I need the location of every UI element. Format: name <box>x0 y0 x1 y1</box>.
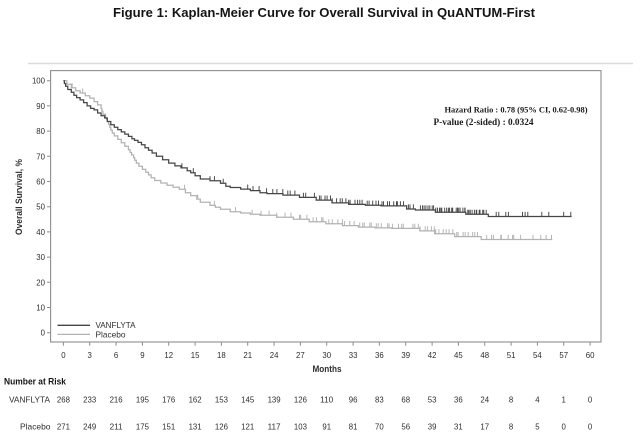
svg-text:249: 249 <box>83 422 96 432</box>
svg-text:VANFLYTA: VANFLYTA <box>96 321 137 330</box>
svg-text:151: 151 <box>162 422 175 432</box>
svg-text:70: 70 <box>375 422 384 432</box>
svg-text:211: 211 <box>110 422 123 432</box>
svg-text:21: 21 <box>243 350 252 360</box>
svg-text:83: 83 <box>375 394 384 404</box>
svg-text:15: 15 <box>191 350 200 360</box>
svg-text:33: 33 <box>349 350 358 360</box>
svg-text:117: 117 <box>268 422 281 432</box>
svg-text:1: 1 <box>562 394 567 404</box>
svg-text:Placebo: Placebo <box>20 422 51 432</box>
svg-text:24: 24 <box>270 350 279 360</box>
svg-text:24: 24 <box>480 394 489 404</box>
svg-text:30: 30 <box>36 252 45 262</box>
svg-text:Months: Months <box>313 364 342 374</box>
svg-text:233: 233 <box>83 394 96 404</box>
svg-text:90: 90 <box>36 101 45 111</box>
svg-text:80: 80 <box>36 126 45 136</box>
svg-text:10: 10 <box>36 303 45 313</box>
svg-text:P-value (2-sided) : 0.0324: P-value (2-sided) : 0.0324 <box>434 117 534 128</box>
svg-text:53: 53 <box>428 394 437 404</box>
svg-text:50: 50 <box>36 202 45 212</box>
svg-text:12: 12 <box>164 350 173 360</box>
svg-text:91: 91 <box>322 422 331 432</box>
svg-text:18: 18 <box>217 350 226 360</box>
svg-text:30: 30 <box>322 350 331 360</box>
svg-text:4: 4 <box>535 394 540 404</box>
svg-text:27: 27 <box>296 350 305 360</box>
svg-text:110: 110 <box>320 394 333 404</box>
svg-text:57: 57 <box>559 350 568 360</box>
svg-text:100: 100 <box>32 76 45 86</box>
svg-text:68: 68 <box>401 394 410 404</box>
svg-text:96: 96 <box>349 394 358 404</box>
svg-text:48: 48 <box>480 350 489 360</box>
svg-text:42: 42 <box>428 350 437 360</box>
svg-text:Number at Risk: Number at Risk <box>4 377 66 387</box>
svg-text:6: 6 <box>114 350 119 360</box>
svg-text:153: 153 <box>215 394 228 404</box>
svg-text:121: 121 <box>241 422 254 432</box>
svg-text:176: 176 <box>162 394 175 404</box>
svg-text:0: 0 <box>588 422 593 432</box>
svg-text:0: 0 <box>41 328 46 338</box>
svg-text:70: 70 <box>36 151 45 161</box>
svg-text:9: 9 <box>140 350 145 360</box>
svg-text:0: 0 <box>61 350 66 360</box>
svg-text:268: 268 <box>57 394 70 404</box>
svg-text:20: 20 <box>36 277 45 287</box>
svg-text:126: 126 <box>215 422 228 432</box>
svg-text:139: 139 <box>268 394 281 404</box>
svg-text:0: 0 <box>562 422 567 432</box>
svg-text:Hazard Ratio : 0.78 (95% CI, 0: Hazard Ratio : 0.78 (95% CI, 0.62-0.98) <box>445 105 588 115</box>
svg-text:60: 60 <box>586 350 595 360</box>
svg-text:39: 39 <box>401 350 410 360</box>
svg-text:8: 8 <box>509 422 514 432</box>
svg-text:8: 8 <box>509 394 514 404</box>
svg-text:Placebo: Placebo <box>96 330 126 339</box>
svg-text:Figure 1: Kaplan-Meier Curve f: Figure 1: Kaplan-Meier Curve for Overall… <box>113 5 536 20</box>
svg-text:195: 195 <box>136 394 149 404</box>
svg-text:51: 51 <box>507 350 516 360</box>
svg-text:126: 126 <box>294 394 307 404</box>
svg-text:145: 145 <box>241 394 254 404</box>
svg-text:36: 36 <box>454 394 463 404</box>
svg-text:3: 3 <box>88 350 93 360</box>
svg-text:216: 216 <box>110 394 123 404</box>
svg-text:54: 54 <box>533 350 542 360</box>
svg-text:103: 103 <box>294 422 307 432</box>
svg-text:81: 81 <box>349 422 358 432</box>
svg-text:31: 31 <box>454 422 463 432</box>
svg-text:271: 271 <box>57 422 70 432</box>
svg-text:131: 131 <box>189 422 202 432</box>
svg-text:Overall Survival, %: Overall Survival, % <box>14 159 24 235</box>
svg-text:0: 0 <box>588 394 593 404</box>
svg-text:60: 60 <box>36 177 45 187</box>
svg-text:162: 162 <box>189 394 202 404</box>
svg-text:5: 5 <box>535 422 540 432</box>
svg-text:17: 17 <box>480 422 489 432</box>
svg-text:175: 175 <box>136 422 149 432</box>
svg-text:VANFLYTA: VANFLYTA <box>9 394 50 404</box>
svg-text:45: 45 <box>454 350 463 360</box>
svg-text:40: 40 <box>36 227 45 237</box>
svg-text:56: 56 <box>401 422 410 432</box>
svg-text:39: 39 <box>428 422 437 432</box>
svg-text:36: 36 <box>375 350 384 360</box>
